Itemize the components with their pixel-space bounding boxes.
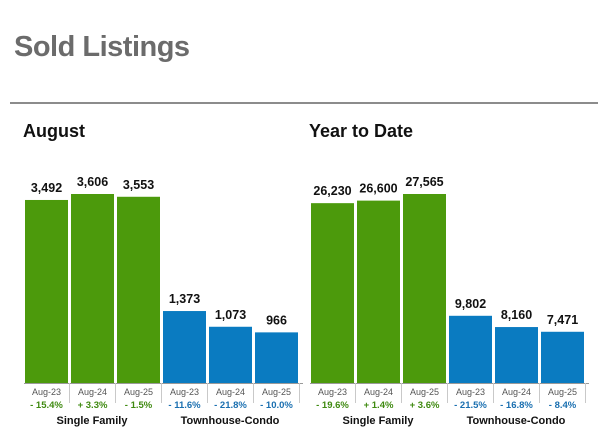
tick-label-august-1-0: Aug-23 — [170, 387, 199, 397]
tick-label-ytd-1-2: Aug-25 — [548, 387, 577, 397]
bar-ytd-0-1 — [357, 200, 400, 383]
bar-ytd-1-1 — [495, 327, 538, 383]
data-label-ytd-0-1: 26,600 — [359, 182, 397, 196]
change-label-august-0-1: + 3.3% — [78, 400, 108, 411]
change-label-august-1-2: - 10.0% — [260, 400, 293, 411]
change-label-august-1-1: - 21.8% — [214, 400, 247, 411]
change-label-ytd-1-0: - 21.5% — [454, 400, 487, 411]
tick-label-august-0-1: Aug-24 — [78, 387, 107, 397]
bar-august-0-2 — [117, 196, 160, 383]
bar-august-1-2 — [255, 332, 298, 383]
page-title: Sold Listings — [14, 31, 190, 63]
group-label-ytd-1: Townhouse-Condo — [467, 415, 566, 427]
tick-label-august-0-0: Aug-23 — [32, 387, 61, 397]
panel-title-year-to-date: Year to Date — [309, 121, 414, 141]
bar-august-0-0 — [25, 199, 68, 383]
change-label-ytd-0-2: + 3.6% — [410, 400, 440, 411]
data-label-august-0-0: 3,492 — [31, 181, 62, 195]
tick-label-ytd-1-0: Aug-23 — [456, 387, 485, 397]
tick-label-august-1-1: Aug-24 — [216, 387, 245, 397]
bar-august-0-1 — [71, 194, 114, 383]
tick-label-ytd-0-1: Aug-24 — [364, 387, 393, 397]
change-label-august-1-0: - 11.6% — [168, 400, 201, 411]
data-label-august-1-2: 966 — [266, 313, 287, 327]
tick-label-ytd-1-1: Aug-24 — [502, 387, 531, 397]
group-label-ytd-0: Single Family — [343, 415, 415, 427]
bar-august-1-0 — [163, 311, 206, 383]
data-label-august-0-1: 3,606 — [77, 175, 108, 189]
data-label-ytd-1-2: 7,471 — [547, 313, 578, 327]
group-label-august-1: Townhouse-Condo — [181, 415, 280, 427]
data-label-august-1-1: 1,073 — [215, 308, 246, 322]
bar-ytd-1-2 — [541, 331, 584, 383]
change-label-ytd-0-0: - 19.6% — [316, 400, 349, 411]
data-label-ytd-0-0: 26,230 — [313, 184, 351, 198]
change-label-august-0-0: - 15.4% — [30, 400, 63, 411]
tick-label-august-0-2: Aug-25 — [124, 387, 153, 397]
title-divider — [10, 102, 598, 104]
data-label-ytd-0-2: 27,565 — [405, 175, 443, 189]
data-label-august-0-2: 3,553 — [123, 178, 154, 192]
bar-ytd-1-0 — [449, 315, 492, 383]
bar-august-1-1 — [209, 326, 252, 383]
change-label-august-0-2: - 1.5% — [125, 400, 153, 411]
tick-label-ytd-0-2: Aug-25 — [410, 387, 439, 397]
bar-ytd-0-2 — [403, 194, 446, 383]
tick-label-ytd-0-0: Aug-23 — [318, 387, 347, 397]
panel-title-august: August — [23, 121, 85, 141]
change-label-ytd-1-2: - 8.4% — [549, 400, 577, 411]
change-label-ytd-1-1: - 16.8% — [500, 400, 533, 411]
change-label-ytd-0-1: + 1.4% — [364, 400, 394, 411]
data-label-ytd-1-0: 9,802 — [455, 297, 486, 311]
group-label-august-0: Single Family — [57, 415, 129, 427]
tick-label-august-1-2: Aug-25 — [262, 387, 291, 397]
data-label-august-1-0: 1,373 — [169, 292, 200, 306]
data-label-ytd-1-1: 8,160 — [501, 308, 532, 322]
bar-ytd-0-0 — [311, 203, 354, 383]
